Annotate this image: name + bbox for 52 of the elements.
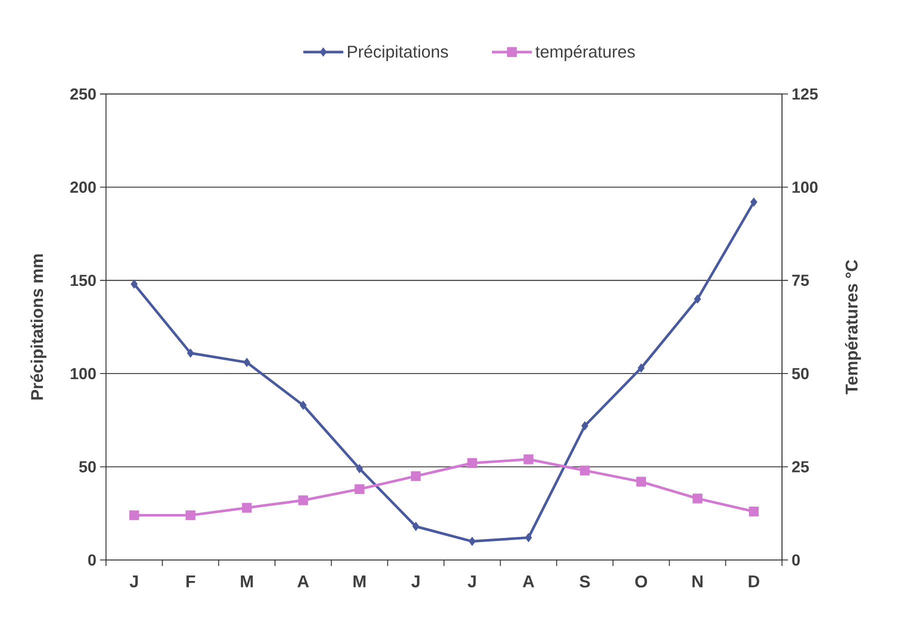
y-tick-label: 150 — [70, 274, 96, 286]
point — [410, 471, 421, 482]
y-tick-label: 200 — [70, 182, 96, 193]
point — [243, 358, 250, 367]
y2-tick-label: 75 — [792, 274, 809, 286]
y2-tick-label: 125 — [792, 88, 818, 100]
point — [467, 458, 478, 468]
x-tick-label: M — [354, 576, 366, 588]
y2-tick-label: 0 — [792, 554, 800, 566]
y2-tick-label: 100 — [792, 182, 818, 193]
point — [750, 198, 758, 207]
x-tick-label: D — [748, 576, 760, 588]
point — [129, 510, 140, 520]
x-tick-label: M — [240, 576, 253, 588]
point — [525, 533, 532, 542]
y-tick-label: 0 — [88, 554, 96, 566]
x-tick-label: A — [297, 576, 309, 588]
y2-axis-title: Températures °C — [844, 260, 861, 394]
point — [242, 502, 252, 513]
x-tick-label: N — [692, 576, 702, 588]
point — [581, 421, 588, 430]
x-tick-label: J — [468, 576, 476, 588]
point — [186, 510, 196, 520]
y-tick-label: 50 — [79, 461, 96, 472]
point — [638, 363, 645, 372]
y2-tick-label: 50 — [792, 368, 809, 380]
point — [580, 466, 590, 476]
legend-label: Précipitations — [348, 45, 448, 62]
x-tick-label: A — [522, 576, 534, 588]
point — [187, 348, 194, 358]
x-tick-label: S — [580, 576, 590, 588]
x-tick-label: F — [186, 576, 196, 588]
point — [354, 484, 364, 494]
y-tick-label: 100 — [70, 368, 96, 380]
legend-label: températures — [535, 45, 635, 62]
y-tick-label: 250 — [70, 88, 96, 100]
point — [298, 495, 308, 506]
point — [130, 280, 138, 289]
point — [412, 522, 420, 531]
point — [748, 506, 759, 516]
point — [524, 454, 534, 464]
point — [636, 476, 646, 487]
point — [694, 294, 701, 304]
point — [356, 464, 363, 474]
y-axis-title: Précipitations mm — [30, 254, 46, 400]
x-tick-label: O — [635, 576, 648, 588]
x-tick-label: J — [411, 576, 420, 588]
point — [300, 400, 307, 410]
point — [692, 494, 702, 504]
x-tick-label: J — [130, 576, 138, 588]
y2-tick-label: 25 — [792, 461, 809, 472]
point — [468, 536, 476, 546]
